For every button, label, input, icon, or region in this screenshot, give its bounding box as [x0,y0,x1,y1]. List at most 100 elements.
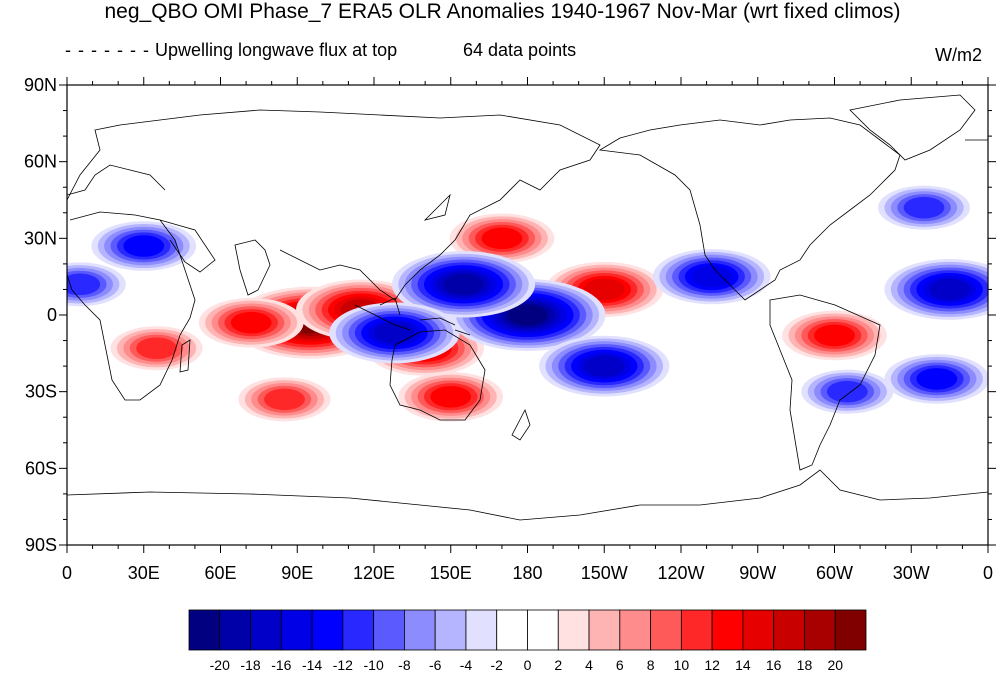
anomaly-contour [916,368,958,390]
anomaly-feature-20 [878,185,971,230]
anomaly-contour [123,235,165,257]
lon-tick-label: 60W [816,563,853,583]
anomaly-feature-17 [91,221,197,271]
colorbar-label: 6 [616,657,624,673]
colorbar-swatch [311,609,344,651]
colorbar-swatch [404,609,436,651]
coast-eurasia [67,109,601,301]
anomaly-contour [583,278,625,301]
anomaly-feature-14 [652,249,771,305]
colorbar-swatch [188,609,221,651]
anomaly-feature-18 [67,262,126,307]
colorbar-swatch [588,609,621,651]
colorbar-label: 18 [797,657,813,673]
anomaly-contour [264,388,305,411]
colorbar-label: 12 [704,657,720,673]
lat-tick-label: 0 [47,305,57,325]
lon-tick-label: 120W [657,563,704,583]
coast-indonesia [354,297,471,336]
colorbar-swatch [342,609,375,651]
colorbar-label: -20 [210,657,230,673]
colorbar-label: -4 [460,657,473,673]
colorbar-swatch [834,609,867,651]
lon-tick-label: 60E [204,563,236,583]
coastlines [67,94,988,521]
colorbar-swatch [680,609,713,651]
legend-line-text: Upwelling longwave flux at top [154,40,398,60]
anomaly-feature-11 [391,251,536,318]
units-label: W/m2 [935,45,982,65]
colorbar-label: 14 [735,657,751,673]
lat-tick-label: 60N [24,152,57,172]
coast-australia [389,329,486,421]
colorbar-swatch [557,609,590,651]
anomaly-feature-7 [782,310,887,361]
anomaly-contour [136,337,177,360]
colorbar-swatch [742,609,775,651]
anomaly-contour [507,304,548,326]
anomaly-contour [481,227,523,250]
lon-tick-label: 0 [983,563,993,583]
lat-tick-label: 30S [25,382,57,402]
anomaly-contour [814,324,855,347]
lon-tick-label: 150E [430,563,472,583]
colorbar-label: 10 [674,657,690,673]
lon-tick-label: 150W [581,563,628,583]
colorbar-swatch [619,609,651,651]
colorbar-swatch [219,609,251,651]
lat-tick-label: 90N [24,75,57,95]
colorbar-label: -14 [302,657,322,673]
anomaly-contour [67,273,101,296]
colorbar-swatch [434,609,467,651]
colorbar-swatch [711,609,744,651]
colorbar-label: -12 [333,657,353,673]
lon-tick-label: 180 [512,563,542,583]
anomaly-contour [443,273,484,296]
lon-tick-label: 30E [128,563,160,583]
anomaly-feature-13 [539,335,670,397]
chart-title: neg_QBO OMI Phase_7 ERA5 OLR Anomalies 1… [104,0,901,23]
coast-antarctica [67,469,988,521]
lon-tick-label: 0 [62,563,72,583]
legend-dash-sample: - - - - - - - [65,40,150,60]
coast-japan [423,193,451,221]
anomaly-feature-5 [449,213,555,264]
colorbar-swatch [527,609,559,651]
lon-tick-label: 30W [893,563,930,583]
colorbar-swatch [804,609,836,651]
colorbar-swatch [650,609,682,651]
anomaly-feature-19 [801,369,894,414]
anomaly-feature-15 [884,259,988,320]
colorbar: -20 -18 -16 -14 -12 -10 -8 -6 -4 -2 0 2 4 6 8 10 12 14 16 1… [188,609,867,673]
sample-count-note: 64 data points [463,40,577,60]
coast-europe [67,139,988,196]
anomaly-contour [929,278,971,301]
lon-tick-label: 120E [353,563,395,583]
colorbar-label: 16 [766,657,782,673]
lat-tick-label: 30N [24,228,57,248]
coast-madagascar [179,339,191,373]
legend-line-label: - - - - - - - Upwelling longwave flux at… [65,40,397,61]
colorbar-swatch [373,609,405,651]
colorbar-label: 0 [524,657,532,673]
colorbar-label: 4 [585,657,593,673]
colorbar-label: 20 [827,657,843,673]
anomaly-contour [583,355,625,377]
coast-india [234,239,271,296]
coast-greenland [849,94,976,161]
anomaly-feature-4 [398,371,504,422]
anomaly-contour [230,311,272,334]
colorbar-swatch [250,609,282,651]
colorbar-swatch [496,609,528,651]
coast-south-america [769,294,881,471]
colorbar-label: -6 [429,657,442,673]
lat-tick-label: 90S [25,535,57,555]
lat-tick-label: 60S [25,458,57,478]
anomaly-field [67,185,988,422]
anomaly-feature-12 [329,302,460,364]
colorbar-swatch [280,609,313,651]
lon-tick-label: 90E [281,563,313,583]
anomaly-contour [903,196,945,219]
anomaly-contour [691,265,733,288]
